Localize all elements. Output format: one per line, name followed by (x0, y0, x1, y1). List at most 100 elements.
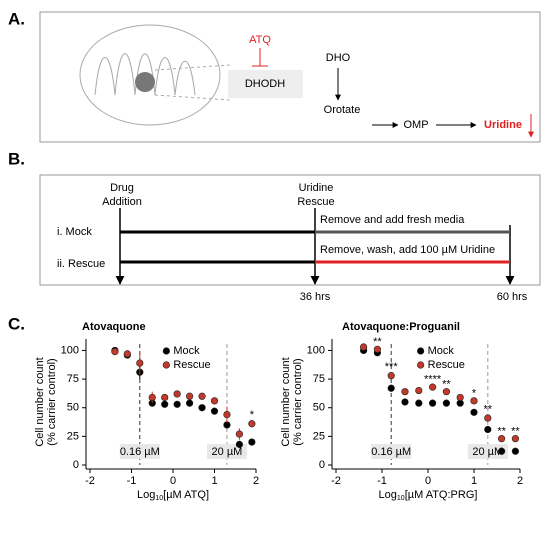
data-point (223, 411, 231, 419)
x-axis-label: Log10[µM ATQ:PRG] (379, 489, 478, 502)
data-point (511, 447, 520, 455)
data-point (123, 350, 131, 358)
data-point (401, 398, 409, 406)
data-point (429, 383, 437, 391)
x-tick-label: -2 (331, 475, 341, 487)
time-label: 60 hrs (497, 291, 528, 303)
reference-label-box (467, 444, 508, 459)
significance-label: ** (497, 425, 506, 437)
event-label: Uridine (299, 182, 334, 194)
legend-marker (162, 347, 170, 355)
enzyme: DHODH (245, 78, 285, 90)
x-axis-label-part: Log (137, 489, 155, 501)
y-tick-label: 50 (313, 402, 325, 414)
x-axis-label-part: [µM ATQ:PRG] (405, 489, 478, 501)
data-point (470, 397, 478, 405)
legend-label: Rescue (428, 359, 465, 371)
x-tick-label: 1 (211, 475, 217, 487)
x-axis-label-part: [µM ATQ] (163, 489, 209, 501)
data-point (373, 345, 382, 353)
data-point (248, 420, 256, 428)
x-axis-label-part: 10 (397, 495, 405, 502)
data-point (235, 440, 243, 448)
data-point (415, 399, 423, 407)
significance-label: ** (442, 378, 451, 390)
data-point (161, 400, 169, 408)
legend-label: Mock (428, 345, 455, 357)
significance-label: ** (511, 425, 520, 437)
legend-marker (162, 361, 170, 369)
x-axis-label-part: Log (379, 489, 397, 501)
data-point (111, 348, 119, 356)
data-point (173, 400, 181, 408)
y-tick-label: 75 (67, 373, 79, 385)
x-tick-label: 1 (471, 475, 477, 487)
reference-label-box (371, 444, 412, 459)
y-axis-label: (% carrier control) (292, 358, 304, 445)
chart-title: Atovaquone (82, 321, 146, 333)
step-label: Remove, wash, add 100 µM Uridine (320, 244, 495, 256)
y-tick-label: 100 (307, 344, 325, 356)
data-point (511, 435, 520, 443)
data-point (198, 404, 206, 412)
data-point (498, 447, 506, 455)
reference-label: 0.16 µM (120, 446, 160, 458)
y-axis-label: Cell number count (280, 357, 292, 446)
reference-label-box (206, 444, 247, 459)
data-point (484, 425, 492, 434)
data-point (198, 392, 206, 400)
reference-label: 0.16 µM (371, 446, 411, 458)
reference-label: 20 µM (472, 446, 503, 458)
y-tick-label: 100 (61, 344, 79, 356)
data-point (470, 408, 478, 416)
chart-title: Atovaquone:Proguanil (342, 321, 460, 333)
x-axis-label: Log10[µM ATQ] (137, 489, 209, 502)
y-tick-label: 0 (73, 459, 79, 471)
reference-label-box (119, 444, 160, 459)
data-point (387, 384, 395, 392)
legend-marker (417, 347, 425, 355)
data-point (360, 343, 368, 351)
data-point (401, 388, 409, 396)
y-axis-label: (% carrier control) (46, 358, 58, 445)
data-point (387, 372, 395, 380)
intermediate: OMP (403, 119, 428, 131)
y-tick-label: 25 (313, 430, 325, 442)
x-axis-label-part: 10 (155, 495, 163, 502)
reference-label: 20 µM (212, 446, 243, 458)
panel-label: C. (8, 314, 25, 333)
panel-label: A. (8, 9, 25, 28)
x-tick-label: 2 (517, 475, 523, 487)
y-axis-label: Cell number count (34, 357, 46, 446)
x-tick-label: 0 (425, 475, 431, 487)
data-point (456, 393, 464, 402)
event-label: Drug (110, 182, 134, 194)
data-point (429, 399, 437, 407)
data-point (186, 399, 194, 407)
data-point (442, 399, 451, 407)
mitochondrion (79, 24, 231, 126)
data-point (248, 438, 256, 446)
y-tick-label: 25 (67, 430, 79, 442)
legend-label: Mock (173, 345, 200, 357)
enzyme-box (228, 70, 303, 98)
condition-label: i. Mock (57, 226, 92, 238)
y-tick-label: 50 (67, 402, 79, 414)
data-point (415, 386, 423, 395)
data-point (210, 397, 219, 405)
data-point (148, 393, 156, 402)
significance-label: **** (424, 374, 442, 386)
significance-label: ** (373, 336, 382, 348)
data-point (161, 393, 169, 402)
time-label: 36 hrs (300, 291, 331, 303)
x-tick-label: -1 (377, 475, 387, 487)
data-point (136, 359, 144, 367)
data-point (235, 430, 243, 438)
end-product: Uridine (484, 119, 522, 131)
y-tick-label: 0 (319, 459, 325, 471)
data-point (186, 392, 194, 400)
inhibitor: ATQ (249, 34, 271, 46)
substrate: DHO (326, 52, 351, 64)
data-point (484, 414, 492, 422)
